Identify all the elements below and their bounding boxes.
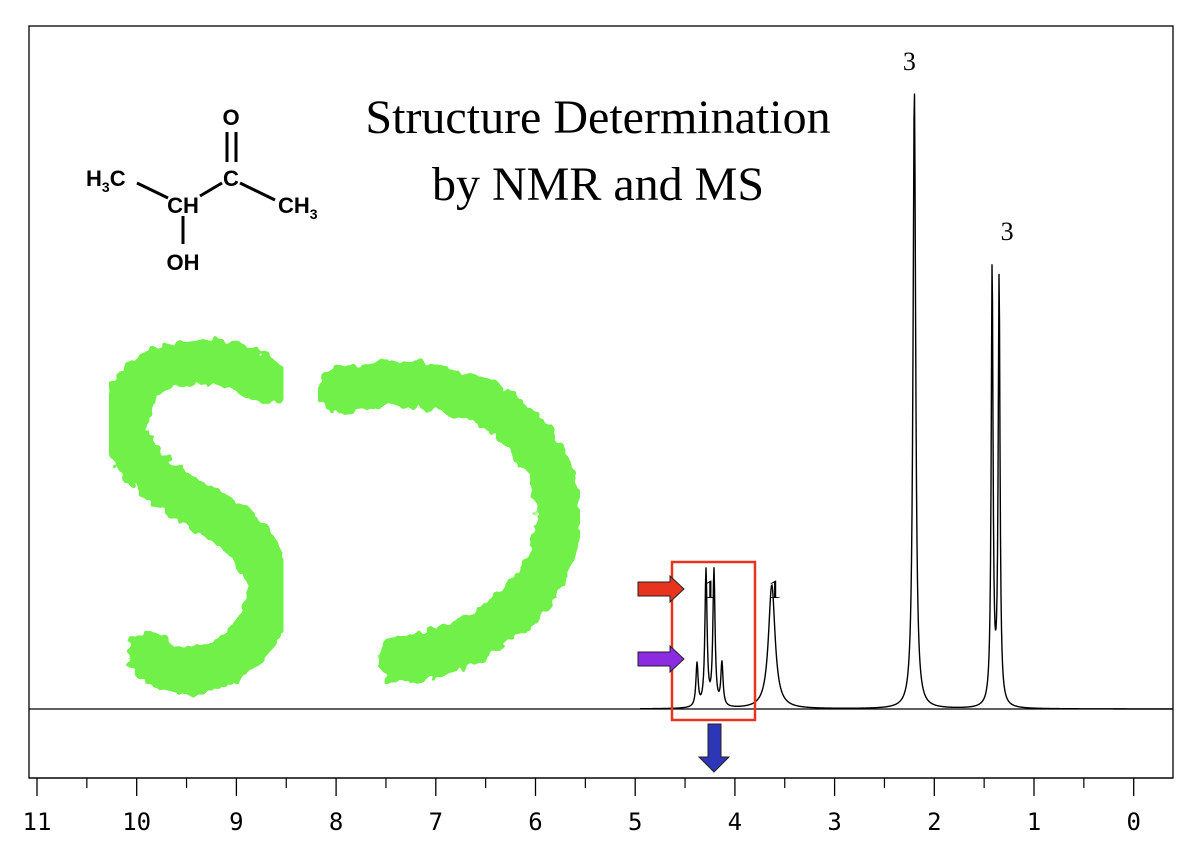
integral-labels: 1 1 3 3 [703, 47, 1013, 604]
tick-label: 6 [528, 808, 542, 836]
bond-c1-c2 [136, 181, 169, 200]
tick-label: 0 [1126, 808, 1140, 836]
atom-oh: OH [167, 250, 200, 275]
chart-title-line2: by NMR and MS [432, 158, 764, 211]
sd-logo [100, 338, 581, 694]
molecule-structure: O H3C C CH CH3 OH [86, 105, 318, 275]
logo-letter-s [100, 338, 292, 694]
logo-letter-d-bowl [317, 361, 581, 683]
red-arrow-icon [637, 574, 685, 604]
integral-label: 1 [768, 575, 781, 604]
spectrum-trace [640, 93, 1173, 710]
integral-label: 3 [1001, 217, 1014, 246]
tick-label: 5 [628, 808, 642, 836]
chart-title-line1: Structure Determination [365, 91, 830, 144]
tick-label: 1 [1027, 808, 1041, 836]
atom-ch3: CH3 [278, 193, 318, 222]
blue-arrow-icon [697, 723, 731, 773]
atom-ch: CH [167, 193, 199, 218]
tick-label: 11 [23, 808, 52, 836]
tick-label: 7 [429, 808, 443, 836]
tick-label: 9 [229, 808, 243, 836]
x-axis: 11 10 9 8 7 6 5 4 3 2 1 0 [23, 777, 1173, 836]
highlight-box [670, 560, 757, 722]
atom-o: O [222, 105, 239, 130]
tick-label: 2 [927, 808, 941, 836]
atom-h3c: H3C [86, 166, 126, 195]
integral-label: 1 [703, 575, 716, 604]
tick-label: 4 [728, 808, 742, 836]
bond-c3-c4 [239, 181, 276, 202]
tick-label: 8 [329, 808, 343, 836]
integral-label: 3 [903, 47, 916, 76]
atom-c-carbonyl: C [223, 166, 239, 191]
tick-label: 10 [122, 808, 151, 836]
bond-c2-c3 [199, 181, 223, 198]
purple-arrow-icon [637, 644, 685, 674]
tick-label: 3 [827, 808, 841, 836]
